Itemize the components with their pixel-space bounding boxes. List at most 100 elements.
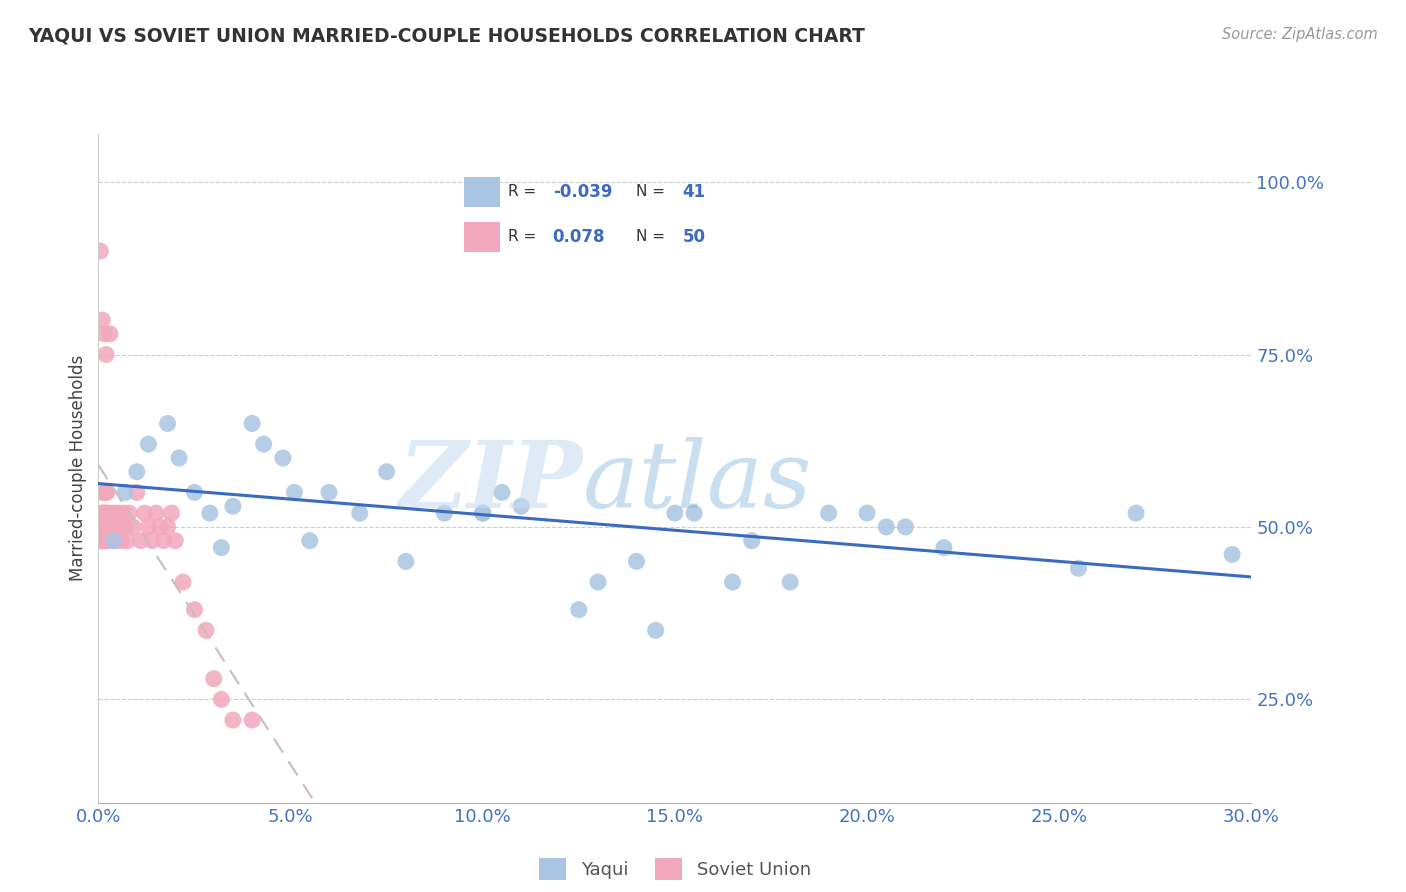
Point [101, 520, 124, 534]
Point [491, 485, 513, 500]
Point [856, 506, 879, 520]
Text: R =: R = [509, 184, 541, 199]
Point [209, 692, 232, 706]
Point [222, 500, 245, 514]
Text: 50: 50 [683, 227, 706, 245]
Point [134, 506, 156, 520]
Point [741, 533, 763, 548]
Point [96, 485, 118, 500]
Point [167, 450, 190, 465]
Point [93, 520, 115, 534]
Point [98, 506, 121, 520]
Point [89, 520, 111, 534]
Point [91, 520, 114, 534]
Point [149, 520, 172, 534]
Point [349, 506, 371, 520]
Point [91, 313, 114, 327]
Point [90, 506, 112, 520]
Point [91, 533, 114, 548]
Point [283, 485, 305, 500]
Point [138, 437, 160, 451]
Point [433, 506, 456, 520]
Point [172, 575, 194, 590]
Point [271, 450, 294, 465]
Point [586, 575, 609, 590]
Point [94, 520, 117, 534]
FancyBboxPatch shape [464, 177, 501, 207]
Point [94, 485, 117, 500]
Point [817, 506, 839, 520]
Point [91, 506, 114, 520]
Point [125, 465, 148, 479]
Text: N =: N = [636, 184, 669, 199]
Point [240, 713, 263, 727]
Point [202, 672, 225, 686]
Point [471, 506, 494, 520]
Point [129, 533, 152, 548]
Point [108, 520, 131, 534]
Point [103, 506, 125, 520]
Point [779, 575, 801, 590]
Point [222, 713, 245, 727]
Point [183, 603, 205, 617]
Point [198, 506, 221, 520]
Text: Source: ZipAtlas.com: Source: ZipAtlas.com [1222, 27, 1378, 42]
Point [644, 624, 666, 638]
Point [165, 533, 187, 548]
Point [510, 500, 533, 514]
Point [156, 417, 179, 431]
Point [195, 624, 218, 638]
Point [318, 485, 340, 500]
Point [1220, 548, 1243, 562]
Text: R =: R = [509, 229, 541, 244]
Text: N =: N = [636, 229, 669, 244]
Point [125, 485, 148, 500]
Point [118, 506, 141, 520]
Text: ZIP: ZIP [398, 437, 582, 526]
Point [894, 520, 917, 534]
Point [160, 506, 183, 520]
Point [721, 575, 744, 590]
Text: YAQUI VS SOVIET UNION MARRIED-COUPLE HOUSEHOLDS CORRELATION CHART: YAQUI VS SOVIET UNION MARRIED-COUPLE HOU… [28, 27, 865, 45]
Point [156, 520, 179, 534]
Point [209, 541, 232, 555]
Point [90, 533, 112, 548]
Point [875, 520, 897, 534]
Point [240, 417, 263, 431]
Point [110, 533, 132, 548]
Point [253, 437, 276, 451]
Point [97, 533, 120, 548]
Point [112, 506, 135, 520]
Point [114, 485, 136, 500]
Point [138, 520, 160, 534]
Point [94, 347, 117, 361]
Point [626, 554, 648, 568]
Point [932, 541, 955, 555]
Point [107, 506, 129, 520]
Point [1125, 506, 1147, 520]
Point [94, 533, 117, 548]
Legend: Yaqui, Soviet Union: Yaqui, Soviet Union [531, 851, 818, 888]
Point [114, 520, 136, 534]
Point [141, 533, 163, 548]
Point [298, 533, 321, 548]
Point [89, 244, 111, 258]
Point [683, 506, 706, 520]
Text: 41: 41 [683, 183, 706, 201]
Y-axis label: Married-couple Households: Married-couple Households [69, 355, 87, 582]
Point [664, 506, 686, 520]
Point [93, 326, 115, 341]
Point [93, 506, 115, 520]
Point [395, 554, 418, 568]
Text: -0.039: -0.039 [553, 183, 612, 201]
Point [91, 485, 114, 500]
Point [94, 506, 117, 520]
Point [98, 326, 121, 341]
Point [104, 533, 127, 548]
FancyBboxPatch shape [464, 221, 501, 252]
Point [122, 520, 145, 534]
Point [183, 485, 205, 500]
Point [117, 533, 138, 548]
Text: atlas: atlas [582, 437, 813, 526]
Point [145, 506, 167, 520]
